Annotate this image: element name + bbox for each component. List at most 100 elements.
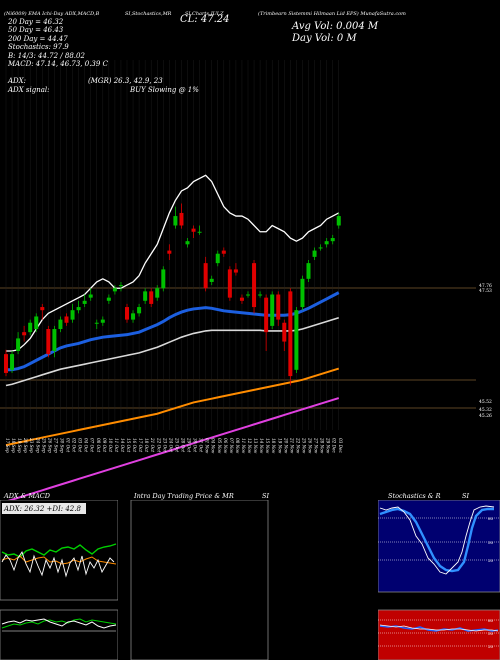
date-tick-label: 22 Oct [156,437,161,452]
candle [239,294,244,304]
candle [246,291,250,298]
candle [76,300,81,314]
candle [143,288,148,304]
candle-body [167,250,172,254]
candle [149,288,154,308]
date-tick-label: 15 Nov [265,438,270,454]
date-tick-label: 01 Oct [66,438,71,452]
candle [233,263,238,276]
date-tick-label: 30 Oct [193,438,198,452]
intraday-panel-title: Intra Day Trading Price & MR [134,492,234,500]
date-tick-label: 03 Dec [338,438,343,453]
adx-minus-di-line [1,555,117,565]
date-tick-label: 04 Nov [211,438,216,454]
candle-body [82,300,87,304]
candle [4,349,8,377]
date-tick-label: 03 Oct [78,438,83,452]
chart-header-left: (Ni6009) EMA Ichi-Day ADX,MACD,B [4,11,100,17]
date-tick-label: 19 Nov [277,438,282,454]
mr-signal-line [379,624,499,632]
date-tick-label: 19 Sep [17,438,22,453]
adx-signal-label: ADX signal: [8,86,50,94]
macd-readout: MACD: 47.14, 46.73, 0.39 C [8,60,108,69]
date-tick-label: 16 Oct [132,438,137,452]
candle-body [161,269,166,289]
candle [112,285,117,295]
candle-body [149,291,154,304]
date-tick-label: 10 Oct [108,438,113,452]
stochastics-panel: 80 50 20 80 50 20 [378,500,500,660]
date-tick-label: 14 Oct [120,438,125,452]
date-tick-label: 18 Nov [271,438,276,454]
candle [52,325,57,358]
candle-body [40,307,45,311]
date-tick-label: 20 Sep [23,437,28,453]
candle-body [197,231,202,233]
candle-body [276,294,281,320]
candle-body [330,238,335,242]
candle [324,238,329,248]
candle [276,291,281,326]
date-tick-label: 31 Oct [199,438,204,452]
close-price: CL: 47.24 [180,14,230,25]
chart-header-chart: SI Charts JULZ [185,11,224,17]
date-tick-label: 23 Oct [162,437,167,452]
candle [16,332,21,355]
candle [294,307,299,373]
adx-readout: (MGR) 26.3, 42.9, 23 [88,77,163,85]
date-tick-label: 17 Sep [5,438,10,453]
candle [185,238,190,248]
date-tick-label: 18 Oct [144,438,149,452]
price-label: 45.52 [479,399,492,405]
candle-body [282,322,287,342]
candle [161,266,166,292]
candle [336,212,341,229]
candle-body [52,329,57,351]
candle-body [258,294,263,296]
candle-body [239,297,244,301]
candle [300,275,305,311]
chart-header-mid: SI,Stochastics,MR [125,11,172,17]
candle-body [137,307,142,314]
adx-plus-di-line [1,543,117,558]
chart-header-right: (Trimbearn Sistemmi Hilmaan Lid EPS) Mun… [258,11,406,17]
date-tick-label: 27 Sep [53,437,58,453]
candle-body [185,241,190,245]
candle-body [306,263,311,279]
candle [306,260,311,282]
date-tick-label: 15 Oct [126,438,131,452]
date-tick-label: 08 Nov [235,438,240,454]
date-tick-label: 26 Nov [308,437,313,454]
date-tick-label: 08 Oct [96,438,101,452]
stochastics-panel-title: Stochastics & R [388,492,441,500]
candle-body [125,307,129,320]
candle-body [215,253,220,264]
candle [40,303,45,320]
candle-body [336,216,341,226]
candle [131,310,136,323]
stochastics-panel-si: SI [462,492,470,500]
candle-body [16,338,21,351]
candle [288,288,293,386]
price-chart: 17 Sep 18 Sep 19 Sep 20 Sep 23 Sep 24 Sep 25 S… [0,60,492,500]
candle-body [94,322,99,324]
date-tick-label: 24 Oct [168,437,173,452]
candle [318,244,323,251]
candle-body [106,297,111,301]
candle-body [88,294,93,298]
ema200-readout: 200 Day = 44.47 [8,34,68,43]
candle-body [227,269,232,298]
candle [179,203,184,229]
candle-body [155,288,160,298]
ema50-readout: 50 Day = 46.43 [8,26,64,35]
candle-body [100,319,105,323]
date-tick-label: 21 Oct [150,437,155,452]
candle [88,288,93,301]
svg-text:20: 20 [488,558,494,563]
candle [312,247,317,260]
date-tick-label: 20 Nov [283,437,288,454]
date-tick-label: 26 Sep [47,437,52,453]
candle [28,319,33,336]
candle [137,303,142,317]
candle-body [318,247,323,249]
